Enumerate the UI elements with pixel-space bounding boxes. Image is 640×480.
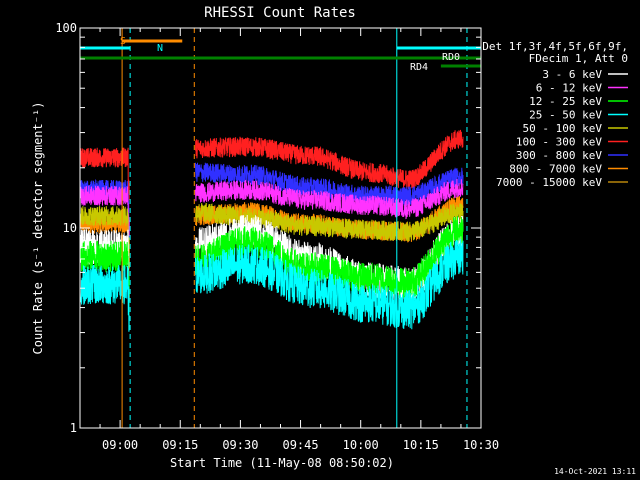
series-line-100-300-kev-post [195,129,464,190]
series-line-6-12-kev-post [195,178,464,220]
legend-entry-label: 100 - 300 keV [516,136,602,149]
x-tick-label: 09:30 [222,438,258,452]
legend: Det 1f,3f,4f,5f,6f,9f,FDecim 1, Att 0 3 -… [482,40,628,189]
y-tick-label: 10 [63,221,77,235]
y-tick-label: 100 [55,21,77,35]
y-tick-label: 1 [70,421,77,435]
series-line-12-25-kev-pre [80,240,130,316]
x-tick-label: 09:45 [282,438,318,452]
series-line-50-100-kev-pre [80,205,130,267]
legend-header-line: Det 1f,3f,4f,5f,6f,9f, [482,40,628,53]
legend-entry-label: 7000 - 15000 keV [496,176,602,189]
x-tick-label: 10:00 [343,438,379,452]
ticks-layer: 09:00 09:15 09:30 09:45 10:00 10:15 10:30 1 10 10… [55,21,499,452]
legend-entry-label: 25 - 50 keV [529,109,602,122]
series-layer [80,129,464,332]
series-line-25-50-kev-pre [80,264,130,332]
plot-area: S N RD0 RD4 09:00 09:15 09:30 09:45 10:00 10:15 1… [55,21,499,452]
x-tick-label: 09:15 [162,438,198,452]
legend-entry-label: 3 - 6 keV [542,68,602,81]
rd0-label: RD0 [442,52,460,63]
legend-entry-label: 800 - 7000 keV [509,163,602,176]
x-tick-label: 09:00 [102,438,138,452]
series-line-25-50-kev-post [195,238,464,330]
x-axis-label: Start Time (11-May-08 08:50:02) [170,456,394,470]
legend-entry-label: 300 - 800 keV [516,149,602,162]
legend-header-line: FDecim 1, Att 0 [529,52,628,65]
x-tick-label: 10:15 [403,438,439,452]
night-label: N [157,43,163,54]
annotation-layer: S N RD0 RD4 [79,28,481,428]
legend-entry-label: 6 - 12 keV [536,82,603,95]
legend-entry-label: 12 - 25 keV [529,95,602,108]
legend-entry-label: 50 - 100 keV [523,122,603,135]
rd4-label: RD4 [410,62,428,73]
x-tick-label: 10:30 [463,438,499,452]
series-line-6-12-kev-pre [80,185,130,236]
footer-timestamp: 14-Oct-2021 13:11 [554,467,636,476]
y-axis-label: Count Rate (s⁻¹ detector segment⁻¹) [31,102,45,355]
saa-label: S [120,36,126,47]
chart-title: RHESSI Count Rates [204,5,356,21]
series-line-100-300-kev-pre [80,147,130,214]
series-line-300-800-kev-post [195,162,464,206]
